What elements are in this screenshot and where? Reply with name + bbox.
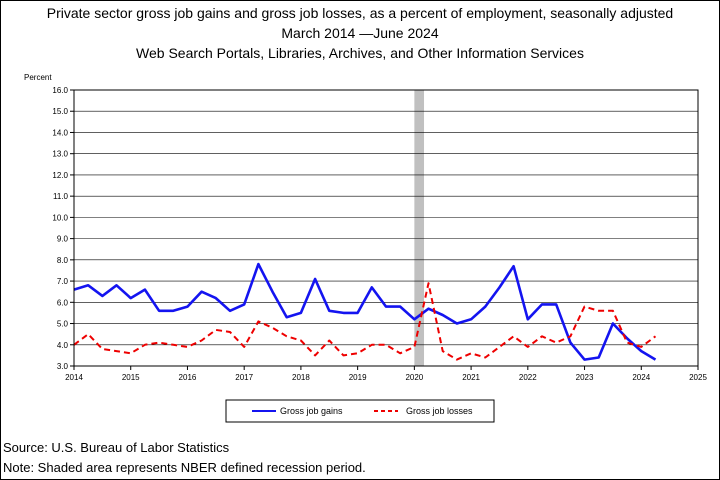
footer-source: Source: U.S. Bureau of Labor Statistics xyxy=(3,440,230,455)
x-tick-label: 2023 xyxy=(576,373,594,382)
x-tick-label: 2017 xyxy=(235,373,253,382)
x-tick-label: 2021 xyxy=(462,373,480,382)
y-tick-label: 9.0 xyxy=(57,235,69,244)
legend-label-gains: Gross job gains xyxy=(280,406,343,416)
y-tick-label: 15.0 xyxy=(52,107,68,116)
y-tick-label: 7.0 xyxy=(57,277,69,286)
y-tick-label: 12.0 xyxy=(52,171,68,180)
x-tick-label: 2024 xyxy=(632,373,650,382)
y-axis-label: Percent xyxy=(24,73,52,82)
plot-border xyxy=(73,89,699,367)
series-line-gross-job-losses xyxy=(73,282,657,361)
x-tick-label: 2019 xyxy=(349,373,367,382)
x-tick-label: 2018 xyxy=(292,373,310,382)
y-tick-label: 11.0 xyxy=(53,192,69,201)
legend-label-losses: Gross job losses xyxy=(406,406,473,416)
x-tick-label: 2014 xyxy=(65,373,83,382)
y-tick-label: 5.0 xyxy=(57,320,69,329)
recession-shading xyxy=(414,90,425,366)
x-tick-label: 2015 xyxy=(122,373,140,382)
y-tick-label: 10.0 xyxy=(52,213,68,222)
chart-title: Private sector gross job gains and gross… xyxy=(46,5,674,21)
x-tick-label: 2022 xyxy=(519,373,537,382)
chart-date-range: March 2014 —June 2024 xyxy=(281,25,439,41)
y-tick-label: 3.0 xyxy=(57,362,69,371)
footer-note: Note: Shaded area represents NBER define… xyxy=(3,460,366,475)
y-tick-label: 16.0 xyxy=(52,86,68,95)
x-tick-label: 2020 xyxy=(405,373,423,382)
y-tick-label: 8.0 xyxy=(57,256,69,265)
legend-box xyxy=(225,399,495,423)
y-tick-label: 6.0 xyxy=(57,298,69,307)
y-tick-label: 4.0 xyxy=(57,341,69,350)
x-tick-label: 2016 xyxy=(179,373,197,382)
series-line-gross-job-gains xyxy=(73,262,657,361)
x-tick-label: 2025 xyxy=(689,373,707,382)
y-tick-label: 14.0 xyxy=(52,128,68,137)
chart-industry: Web Search Portals, Libraries, Archives,… xyxy=(136,45,584,61)
y-tick-label: 13.0 xyxy=(52,150,68,159)
